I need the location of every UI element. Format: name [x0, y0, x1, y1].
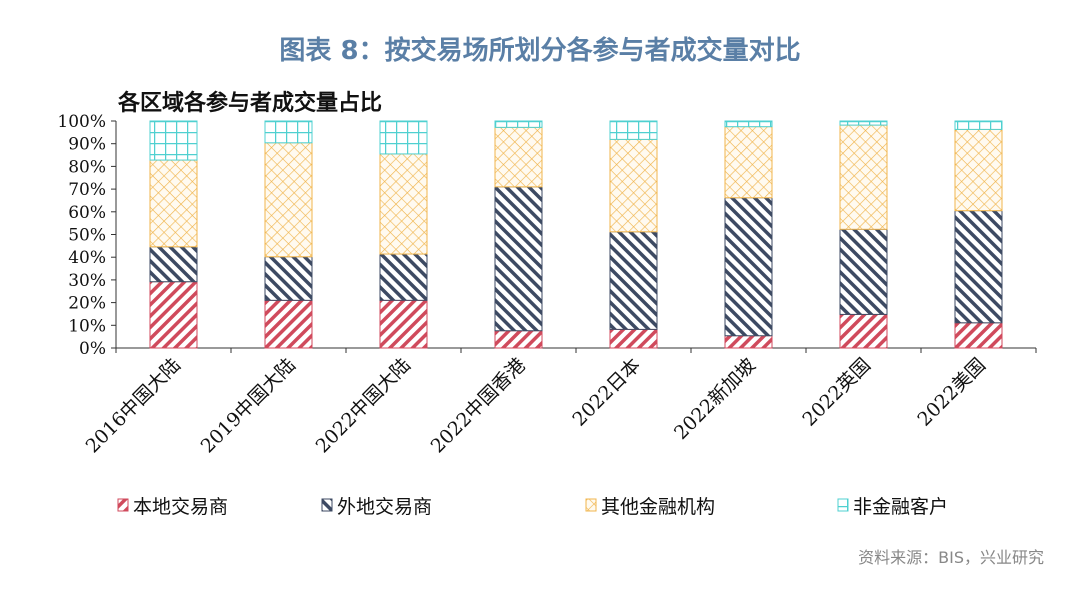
y-tick-label: 70% — [68, 180, 106, 200]
bar-segment — [494, 186, 543, 332]
bar-segment — [724, 120, 773, 128]
x-tick-label: 2016中国大陆 — [82, 354, 185, 457]
bar-segment — [379, 299, 428, 349]
legend-item: 非金融客户 — [837, 496, 948, 518]
bar-segment — [954, 322, 1003, 349]
bar-segment — [494, 330, 543, 349]
bar-segment — [609, 231, 658, 330]
bar-segment — [954, 128, 1003, 212]
bar-segment — [724, 335, 773, 349]
source-note: 资料来源：BIS，兴业研究 — [858, 548, 1044, 567]
bar-segment — [839, 120, 888, 126]
bar-segment — [609, 138, 658, 233]
bar-segment — [264, 120, 313, 144]
y-tick-label: 80% — [68, 157, 106, 177]
bar-segment — [494, 120, 543, 128]
y-tick-label: 40% — [68, 248, 106, 268]
legend-swatch — [321, 498, 333, 512]
bar-segment — [839, 313, 888, 349]
x-tick-label: 2019中国大陆 — [197, 354, 300, 457]
bar-segment — [724, 197, 773, 337]
bar-segment — [149, 246, 198, 283]
bar-segment — [609, 120, 658, 140]
legend-swatch — [117, 498, 129, 512]
bar-segment — [954, 120, 1003, 130]
y-tick-label: 90% — [68, 135, 106, 155]
legend-label: 外地交易商 — [337, 496, 432, 518]
legend-swatch — [585, 498, 597, 512]
bar-segment — [264, 256, 313, 301]
bar-segment — [149, 281, 198, 349]
bar-segment — [609, 328, 658, 349]
legend-label: 本地交易商 — [133, 496, 228, 518]
bar-segment — [379, 153, 428, 255]
legend-item: 外地交易商 — [321, 496, 432, 518]
legend-label: 非金融客户 — [853, 496, 948, 518]
x-tick-label: 2022新加坡 — [670, 354, 760, 444]
y-tick-label: 0% — [79, 339, 106, 359]
bar-segment — [149, 159, 198, 248]
bar-segment — [954, 210, 1003, 324]
x-tick-label: 2022中国大陆 — [312, 354, 415, 457]
legend-item: 本地交易商 — [117, 496, 228, 518]
y-tick-label: 30% — [68, 271, 106, 291]
figure-title: 图表 8：按交易场所划分各参与者成交量对比 — [279, 36, 801, 66]
y-tick-label: 100% — [57, 112, 106, 132]
bar-segment — [724, 126, 773, 199]
bar-segment — [379, 253, 428, 301]
bar-segment — [149, 120, 198, 161]
x-tick-label: 2022英国 — [798, 354, 875, 431]
y-tick-label: 20% — [68, 294, 106, 314]
bar-segment — [264, 142, 313, 258]
bar-segment — [839, 228, 888, 315]
y-tick-label: 10% — [68, 316, 106, 336]
bar-segment — [494, 126, 543, 188]
y-tick-label: 60% — [68, 203, 106, 223]
bar-segment — [379, 120, 428, 155]
bar-segment — [839, 124, 888, 230]
legend-label: 其他金融机构 — [601, 496, 715, 518]
bar-segment — [264, 299, 313, 349]
legend-item: 其他金融机构 — [585, 496, 715, 518]
chart-title: 各区域各参与者成交量占比 — [117, 90, 382, 116]
x-tick-label: 2022日本 — [568, 354, 645, 431]
y-tick-label: 50% — [68, 226, 106, 246]
x-tick-label: 2022中国香港 — [427, 354, 530, 457]
legend-swatch — [837, 498, 849, 512]
x-tick-label: 2022美国 — [913, 354, 990, 431]
